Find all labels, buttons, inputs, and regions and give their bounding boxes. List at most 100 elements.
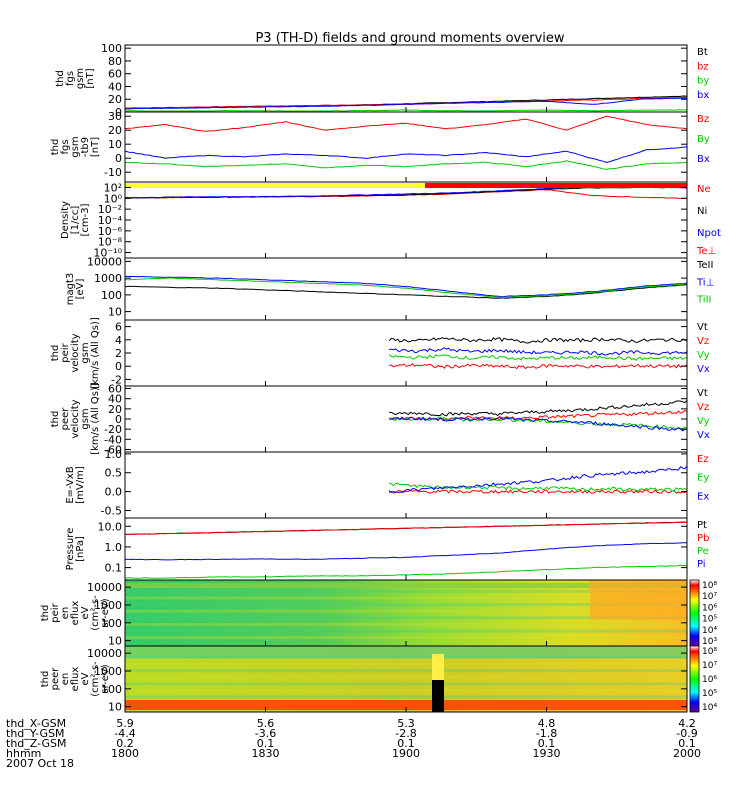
ytick-label: 10⁰ — [104, 192, 123, 205]
ytick-label: 80 — [108, 55, 122, 68]
ytick-label: 10² — [104, 181, 122, 194]
series-line-ez — [388, 489, 688, 494]
xaxis-value: 0.1 — [678, 737, 696, 750]
ytick-label: -20 — [104, 423, 122, 436]
spectrogram-band — [125, 682, 687, 686]
ytick-label: 0 — [115, 152, 122, 165]
legend-entry: bx — [697, 90, 709, 101]
legend-entry: Te⊥ — [696, 246, 716, 257]
figure-title: P3 (TH-D) fields and ground moments over… — [255, 31, 564, 46]
ylabel-line: eV — [80, 606, 91, 619]
series-line-vt — [388, 337, 688, 344]
xaxis-row-label: thd_Z-GSM — [6, 737, 66, 750]
ytick-label: 10 — [108, 701, 122, 714]
ylabel-line: (cm²-s- — [90, 661, 101, 697]
ytick-label: 40 — [108, 80, 122, 93]
ylabel-line: fgs — [65, 71, 76, 86]
panel-10: thd peer en eflux eV (cm²-s-sr-eV) 10⁸ 10⁷ 10⁶ 10… — [40, 645, 717, 714]
spectrogram-band — [125, 589, 687, 593]
ylabel-line: thd — [40, 671, 51, 688]
panel-4-ylabel: magt3 [eV] — [65, 273, 86, 306]
xaxis-value: 1930 — [533, 747, 561, 760]
ytick-label: 0.5 — [105, 467, 123, 480]
ylabel-line: Pressure — [65, 528, 76, 571]
legend-entry: Vt — [697, 388, 708, 399]
panel-1-ylabel: thd fgs gsm [nT] — [55, 68, 96, 89]
panel-4: magt3 [eV] TeII Ti⊥ TiII 10 100 1000 10000 — [65, 255, 714, 321]
legend-entry: by — [697, 76, 709, 87]
ytick-label: 30 — [108, 110, 122, 123]
xaxis-value: 1800 — [111, 747, 139, 760]
ylabel-line: Density — [60, 201, 71, 239]
ytick-label: 10⁻¹⁰ — [93, 247, 122, 260]
ylabel-line: [km/s (All Qs)] — [90, 383, 101, 455]
xaxis-row-label: thd_Y-GSM — [6, 727, 65, 740]
series-line-bx — [124, 146, 688, 163]
legend-entry: Vt — [697, 322, 708, 333]
ytick-label: -40 — [104, 433, 122, 446]
xaxis-row-label: 2007 Oct 18 — [6, 757, 74, 770]
series-line-bz — [124, 115, 688, 132]
panel-frame — [124, 111, 688, 183]
legend-entry: TiII — [696, 295, 711, 306]
colorbar-tick: 10⁴ — [702, 703, 717, 713]
legend-entry: Vz — [697, 402, 709, 413]
ylabel-line: E=-VxB — [65, 466, 76, 503]
colorbar-tick: 10⁷ — [702, 592, 717, 602]
ytick-label: -2 — [111, 373, 122, 386]
series-line-pi — [125, 542, 687, 561]
xaxis-value: 1900 — [392, 747, 420, 760]
xaxis-row-label: hhmm — [6, 747, 41, 760]
spectrogram-band — [125, 669, 687, 673]
ytick-label: 100 — [101, 42, 122, 55]
spectrogram-band — [125, 695, 687, 699]
spectrogram-band — [125, 662, 687, 666]
xaxis-value: -1.8 — [536, 727, 557, 740]
ylabel-line: eV — [80, 672, 91, 685]
ytick-label: 100 — [101, 617, 122, 630]
series-line-vx — [388, 347, 688, 356]
ylabel-line: [mV/m] — [75, 466, 86, 504]
ylabel-line: (cm²-s- — [90, 595, 101, 631]
colorbar-tick: 10⁶ — [702, 603, 717, 613]
legend-entry: bz — [697, 61, 709, 72]
ytick-label: 10000 — [87, 647, 122, 660]
spectrogram-hot-region — [590, 580, 687, 620]
ylabel-line: [nPa] — [75, 536, 86, 562]
ytick-label: 60 — [108, 68, 122, 81]
ytick-label: 1.0 — [105, 448, 123, 461]
colorbar-tick: 10⁴ — [702, 626, 717, 636]
ylabel-line: sr-eV) — [100, 598, 111, 627]
ytick-label: 10⁻² — [98, 203, 122, 216]
spectrogram-band — [125, 596, 687, 600]
ytick-label: 2 — [115, 347, 122, 360]
spectrogram-band — [125, 629, 687, 633]
colorbar — [689, 579, 700, 647]
spectrogram-band — [125, 616, 687, 620]
series-line-ey — [388, 482, 688, 492]
ylabel-line: en — [60, 607, 71, 620]
legend-entry: Ti⊥ — [696, 277, 714, 288]
ylabel-line: [nT] — [85, 68, 96, 88]
panel-frame — [124, 517, 688, 581]
panel-7: E=-VxB [mV/m] Ez Ey Ex -0.5 0.0 0.5 1.0 — [65, 448, 709, 519]
colorbar-tick: 10⁸ — [702, 581, 717, 591]
spectrogram-band — [125, 622, 687, 626]
ylabel-line: thd — [40, 605, 51, 622]
ylabel-line: fgs — [60, 139, 71, 154]
panel-frame — [124, 44, 688, 113]
ytick-label: 10 — [108, 306, 122, 319]
legend-entry: Pe — [697, 546, 709, 557]
panel-5-ylabel: thd peir velocity gsm [km/s (All Qs)] — [50, 317, 101, 389]
ylabel-line: gsm — [70, 136, 81, 157]
spectrogram-bottom-band — [125, 700, 687, 710]
ylabel-line: [cm-3] — [80, 203, 91, 236]
ylabel-line: thd — [50, 139, 61, 156]
spectrogram-top-band — [125, 646, 687, 658]
panel-7-ylabel: E=-VxB [mV/m] — [65, 466, 86, 504]
legend-entry: Pb — [697, 533, 709, 544]
colorbar-tick: 10³ — [702, 637, 717, 647]
xaxis-value: 4.2 — [678, 717, 696, 730]
